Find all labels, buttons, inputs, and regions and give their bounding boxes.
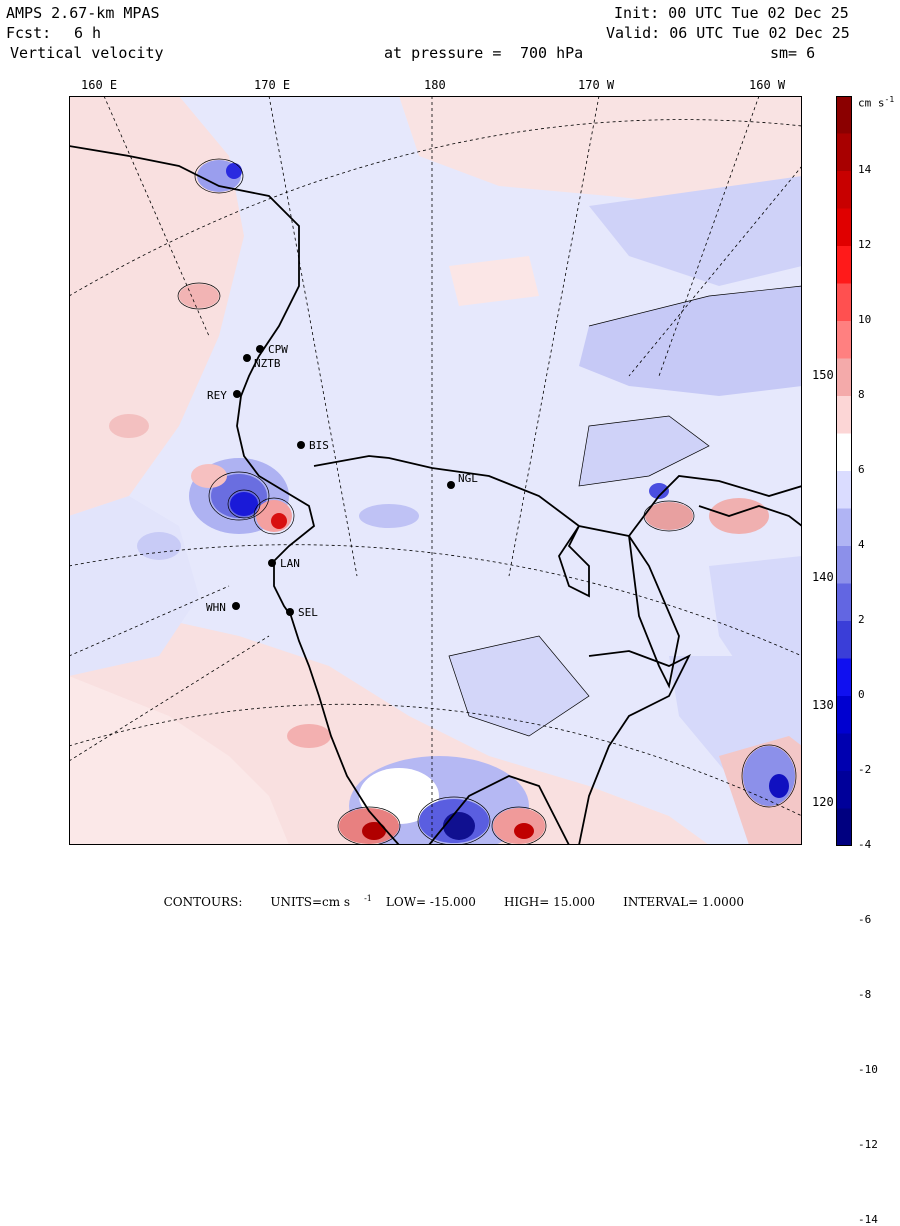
colorbar-tick-label: 10 bbox=[858, 313, 872, 326]
colorbar-cell bbox=[836, 321, 852, 359]
colorbar-cell bbox=[836, 358, 852, 397]
lon-label-180: 180 bbox=[424, 78, 446, 92]
colorbar-cell bbox=[836, 246, 852, 284]
station-label-ngl: NGL bbox=[458, 472, 478, 485]
colorbar-tick-label: 4 bbox=[858, 538, 865, 551]
station-label-lan: LAN bbox=[280, 557, 300, 570]
forecast-value: 6 h bbox=[74, 24, 102, 42]
colorbar-tick-label: -4 bbox=[858, 838, 872, 851]
colorbar-tick-label: -8 bbox=[858, 988, 872, 1001]
station-marker-rey bbox=[233, 390, 241, 398]
station-markers bbox=[232, 345, 455, 616]
contours-interval: INTERVAL= 1.0000 bbox=[623, 895, 745, 909]
colorbar-cell bbox=[836, 583, 852, 622]
colorbar-tick-label: -12 bbox=[858, 1138, 878, 1151]
init-time: Init: 00 UTC Tue 02 Dec 25 bbox=[614, 4, 849, 22]
graticule bbox=[69, 96, 802, 845]
colorbar-cell bbox=[836, 771, 852, 809]
smoothing-label: sm= 6 bbox=[770, 44, 816, 62]
colorbar-tick-label: 8 bbox=[858, 388, 865, 401]
strong-activity-mountains bbox=[109, 160, 419, 560]
station-label-whn: WHN bbox=[206, 601, 226, 614]
colorbar-cell bbox=[836, 96, 852, 134]
contours-units: UNITS=cm s -1 bbox=[270, 894, 372, 909]
vertical-velocity-map bbox=[69, 96, 802, 845]
station-label-nztb: NZTB bbox=[254, 357, 281, 370]
station-marker-lan bbox=[268, 559, 276, 567]
forecast-label: Fcst: bbox=[6, 24, 52, 42]
valid-time: Valid: 06 UTC Tue 02 Dec 25 bbox=[606, 24, 850, 42]
contours-footer: CONTOURS: UNITS=cm s -1 LOW= -15.000 HIGH= 1… bbox=[0, 880, 900, 909]
negative-patch-south bbox=[449, 636, 589, 736]
strong-activity-south bbox=[287, 483, 795, 845]
colorbar-tick-label: 6 bbox=[858, 463, 865, 476]
colorbar-tick-label: -2 bbox=[858, 763, 872, 776]
contours-label: CONTOURS: bbox=[163, 895, 243, 909]
pressure-value: 700 hPa bbox=[520, 44, 584, 62]
positive-patch-center bbox=[449, 256, 539, 306]
colorbar-cell bbox=[836, 696, 852, 734]
colorbar-tick-label: -6 bbox=[858, 913, 872, 926]
colorbar-cell bbox=[836, 621, 852, 659]
colorbar-cell bbox=[836, 133, 852, 172]
colorbar-cell bbox=[836, 658, 852, 697]
lon-label-160e: 160 E bbox=[81, 78, 118, 92]
lon-label-170e: 170 E bbox=[254, 78, 291, 92]
colorbar-cell bbox=[836, 508, 852, 547]
colorbar-cell bbox=[836, 471, 852, 509]
pressure-label: at pressure = bbox=[384, 44, 502, 62]
colorbar bbox=[836, 96, 852, 846]
station-label-rey: REY bbox=[207, 389, 227, 402]
colorbar-cell bbox=[836, 396, 852, 434]
colorbar-cell bbox=[836, 808, 852, 846]
colorbar-cell bbox=[836, 546, 852, 584]
contour-lines bbox=[177, 158, 802, 845]
negative-band-northeast bbox=[589, 176, 802, 286]
lon-label-160w: 160 W bbox=[749, 78, 786, 92]
negative-band-east bbox=[579, 286, 802, 396]
colorbar-cell bbox=[836, 283, 852, 322]
station-label-bis: BIS bbox=[309, 439, 329, 452]
colorbar-cell bbox=[836, 208, 852, 247]
station-label-sel: SEL bbox=[298, 606, 318, 619]
colorbar-units: cm s-1 bbox=[858, 95, 895, 110]
map-border bbox=[69, 96, 802, 845]
station-marker-ngl bbox=[447, 481, 455, 489]
colorbar-cell bbox=[836, 733, 852, 772]
model-title: AMPS 2.67-km MPAS bbox=[6, 4, 160, 22]
colorbar-tick-label: 14 bbox=[858, 163, 872, 176]
colorbar-cell bbox=[836, 433, 852, 472]
contours-high: HIGH= 15.000 bbox=[503, 895, 596, 909]
coastline bbox=[69, 145, 802, 845]
negative-patch-east bbox=[579, 416, 709, 486]
station-marker-whn bbox=[232, 602, 240, 610]
colorbar-tick-label: 12 bbox=[858, 238, 872, 251]
colorbar-tick-label: 0 bbox=[858, 688, 865, 701]
station-label-cpw: CPW bbox=[268, 343, 288, 356]
station-marker-bis bbox=[297, 441, 305, 449]
negative-patch-southeast bbox=[709, 556, 802, 716]
positive-region-west bbox=[69, 96, 244, 516]
contours-low: LOW= -15.000 bbox=[385, 895, 476, 909]
field-name: Vertical velocity bbox=[10, 44, 164, 62]
colorbar-cell bbox=[836, 171, 852, 209]
lon-label-170w: 170 W bbox=[578, 78, 615, 92]
positive-region-north bbox=[399, 96, 802, 206]
station-marker-nztb bbox=[243, 354, 251, 362]
colorbar-tick-label: -10 bbox=[858, 1063, 878, 1076]
colorbar-tick-label: 2 bbox=[858, 613, 865, 626]
colorbar-tick-label: -14 bbox=[858, 1213, 878, 1226]
positive-region-southwest bbox=[69, 676, 289, 845]
station-marker-sel bbox=[286, 608, 294, 616]
station-marker-cpw bbox=[256, 345, 264, 353]
